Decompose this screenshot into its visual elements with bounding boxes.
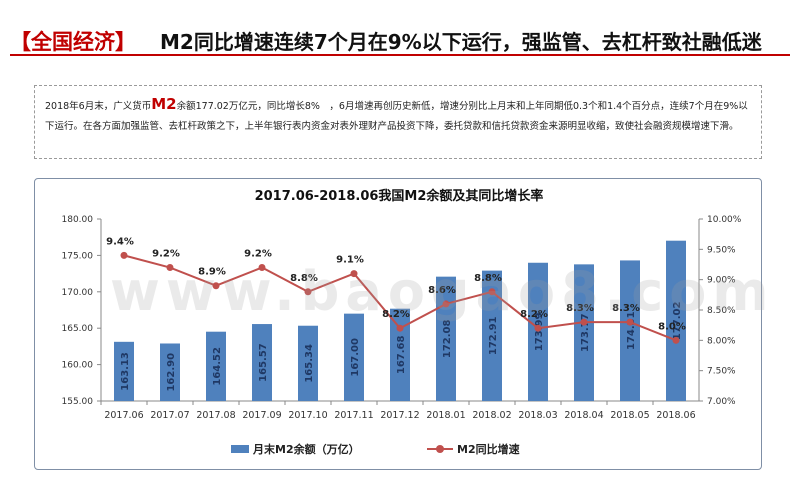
y-right-tick-label: 7.00% bbox=[707, 397, 736, 407]
x-tick-label: 2018.03 bbox=[518, 410, 557, 421]
growth-value-label: 8.6% bbox=[428, 285, 456, 296]
watermark: www.baogao8.com bbox=[110, 260, 775, 323]
legend-line-label: M2同比增速 bbox=[457, 443, 520, 456]
x-tick-label: 2018.02 bbox=[472, 410, 511, 421]
bar bbox=[482, 270, 502, 401]
bar-value-label: 167.00 bbox=[350, 338, 361, 377]
bar bbox=[436, 276, 456, 401]
bar bbox=[114, 341, 134, 401]
x-tick-label: 2018.01 bbox=[426, 410, 465, 421]
bar bbox=[574, 264, 594, 401]
growth-value-label: 9.4% bbox=[106, 236, 134, 247]
legend-item-bar: 月末M2余额（万亿） bbox=[231, 441, 360, 457]
summary-text-1: 2018年6月末，广义货币 bbox=[45, 101, 152, 112]
bar-value-label: 174.31 bbox=[626, 311, 637, 350]
bar bbox=[528, 262, 548, 401]
bar bbox=[252, 324, 272, 401]
bar-value-label: 163.13 bbox=[120, 352, 131, 391]
bar-value-label: 177.02 bbox=[672, 302, 683, 341]
x-tick-label: 2018.05 bbox=[610, 410, 649, 421]
growth-point bbox=[258, 264, 266, 272]
bar-value-label: 162.90 bbox=[166, 353, 177, 392]
bar-value-label: 172.91 bbox=[488, 316, 499, 355]
bar-value-label: 164.52 bbox=[212, 347, 223, 386]
header-title: M2同比增速连续7个月在9%以下运行，强监管、去杠杆致社融低迷 bbox=[160, 30, 762, 54]
summary-box: 2018年6月末，广义货币M2余额177.02万亿元，同比增长8% ，6月增速再… bbox=[34, 85, 762, 159]
growth-value-label: 8.2% bbox=[382, 309, 410, 320]
x-tick-label: 2017.08 bbox=[196, 410, 235, 421]
bar bbox=[298, 325, 318, 401]
growth-value-label: 8.2% bbox=[520, 309, 548, 320]
x-tick-label: 2017.11 bbox=[334, 410, 373, 421]
growth-point bbox=[580, 318, 588, 326]
summary-highlight: M2 bbox=[151, 95, 177, 113]
growth-point bbox=[166, 264, 174, 272]
y-right-tick-label: 9.50% bbox=[707, 245, 736, 255]
bar-value-label: 165.34 bbox=[304, 344, 315, 383]
y-right-tick-label: 10.00% bbox=[707, 215, 742, 225]
x-tick-label: 2017.10 bbox=[288, 410, 327, 421]
y-left-tick-label: 170.00 bbox=[62, 288, 94, 298]
chart-svg: 155.00 160.00 165.00 170.00 175.00 180.00 7.00… bbox=[62, 215, 742, 421]
growth-value-label: 8.9% bbox=[198, 267, 226, 278]
y-right-tick-label: 7.50% bbox=[707, 367, 736, 377]
bar-value-label: 165.57 bbox=[258, 343, 269, 382]
growth-point bbox=[626, 318, 634, 326]
y-right-tick-label: 9.00% bbox=[707, 276, 736, 286]
growth-point bbox=[442, 300, 450, 308]
y-left-tick-label: 155.00 bbox=[62, 397, 94, 407]
growth-value-label: 9.2% bbox=[152, 249, 180, 260]
growth-point bbox=[120, 251, 128, 259]
bar-value-label: 172.08 bbox=[442, 319, 453, 358]
header-bar: 【全国经济】 M2同比增速连续7个月在9%以下运行，强监管、去杠杆致社融低迷 bbox=[10, 6, 790, 56]
legend-bar-label: 月末M2余额（万亿） bbox=[253, 443, 360, 456]
y-left-tick-label: 175.00 bbox=[62, 251, 94, 261]
x-tick-label: 2017.09 bbox=[242, 410, 281, 421]
bar bbox=[206, 331, 226, 401]
growth-value-label: 8.8% bbox=[290, 273, 318, 284]
summary-text-2: 余额177.02万亿元，同比增长8% ，6月增速再创历史新低，增速分别比上月末和… bbox=[45, 101, 748, 132]
x-tick-label: 2017.07 bbox=[150, 410, 189, 421]
y-left-tick-label: 165.00 bbox=[62, 324, 94, 334]
legend-line-swatch bbox=[427, 444, 453, 454]
bar bbox=[160, 343, 180, 401]
x-tick-label: 2017.06 bbox=[104, 410, 143, 421]
y-right-tick-label: 8.50% bbox=[707, 306, 736, 316]
bar-value-label: 173.99 bbox=[534, 313, 545, 352]
bar bbox=[390, 308, 410, 401]
bar bbox=[666, 240, 686, 401]
chart-title: 2017.06-2018.06我国M2余额及其同比增长率 bbox=[254, 189, 544, 204]
x-tick-label: 2017.12 bbox=[380, 410, 419, 421]
growth-value-label: 8.0% bbox=[658, 321, 686, 332]
growth-point bbox=[396, 324, 404, 332]
y-right-tick-label: 8.00% bbox=[707, 336, 736, 346]
growth-point bbox=[488, 288, 496, 296]
x-tick-label: 2018.04 bbox=[564, 410, 603, 421]
chart-container: 2017.06-2018.06我国M2余额及其同比增长率 155.00 160.0… bbox=[34, 178, 762, 470]
y-left-tick-label: 160.00 bbox=[62, 361, 94, 371]
legend-item-line: M2同比增速 bbox=[427, 441, 520, 457]
growth-point bbox=[534, 324, 542, 332]
y-left-tick-label: 180.00 bbox=[62, 215, 94, 225]
x-tick-label: 2018.06 bbox=[656, 410, 695, 421]
growth-value-label: 9.2% bbox=[244, 249, 272, 260]
bar bbox=[620, 260, 640, 401]
bar bbox=[344, 313, 364, 401]
growth-value-label: 8.8% bbox=[474, 273, 502, 284]
growth-point bbox=[212, 282, 220, 290]
header-tag: 【全国经济】 bbox=[10, 30, 136, 54]
legend-bar-swatch bbox=[231, 445, 249, 453]
growth-point bbox=[304, 288, 312, 296]
bar-value-label: 173.77 bbox=[580, 313, 591, 352]
growth-value-label: 9.1% bbox=[336, 255, 364, 266]
bar-value-label: 167.68 bbox=[396, 336, 407, 375]
growth-point bbox=[350, 270, 358, 278]
growth-value-label: 8.3% bbox=[612, 303, 640, 314]
growth-value-label: 8.3% bbox=[566, 303, 594, 314]
growth-point bbox=[672, 336, 680, 344]
